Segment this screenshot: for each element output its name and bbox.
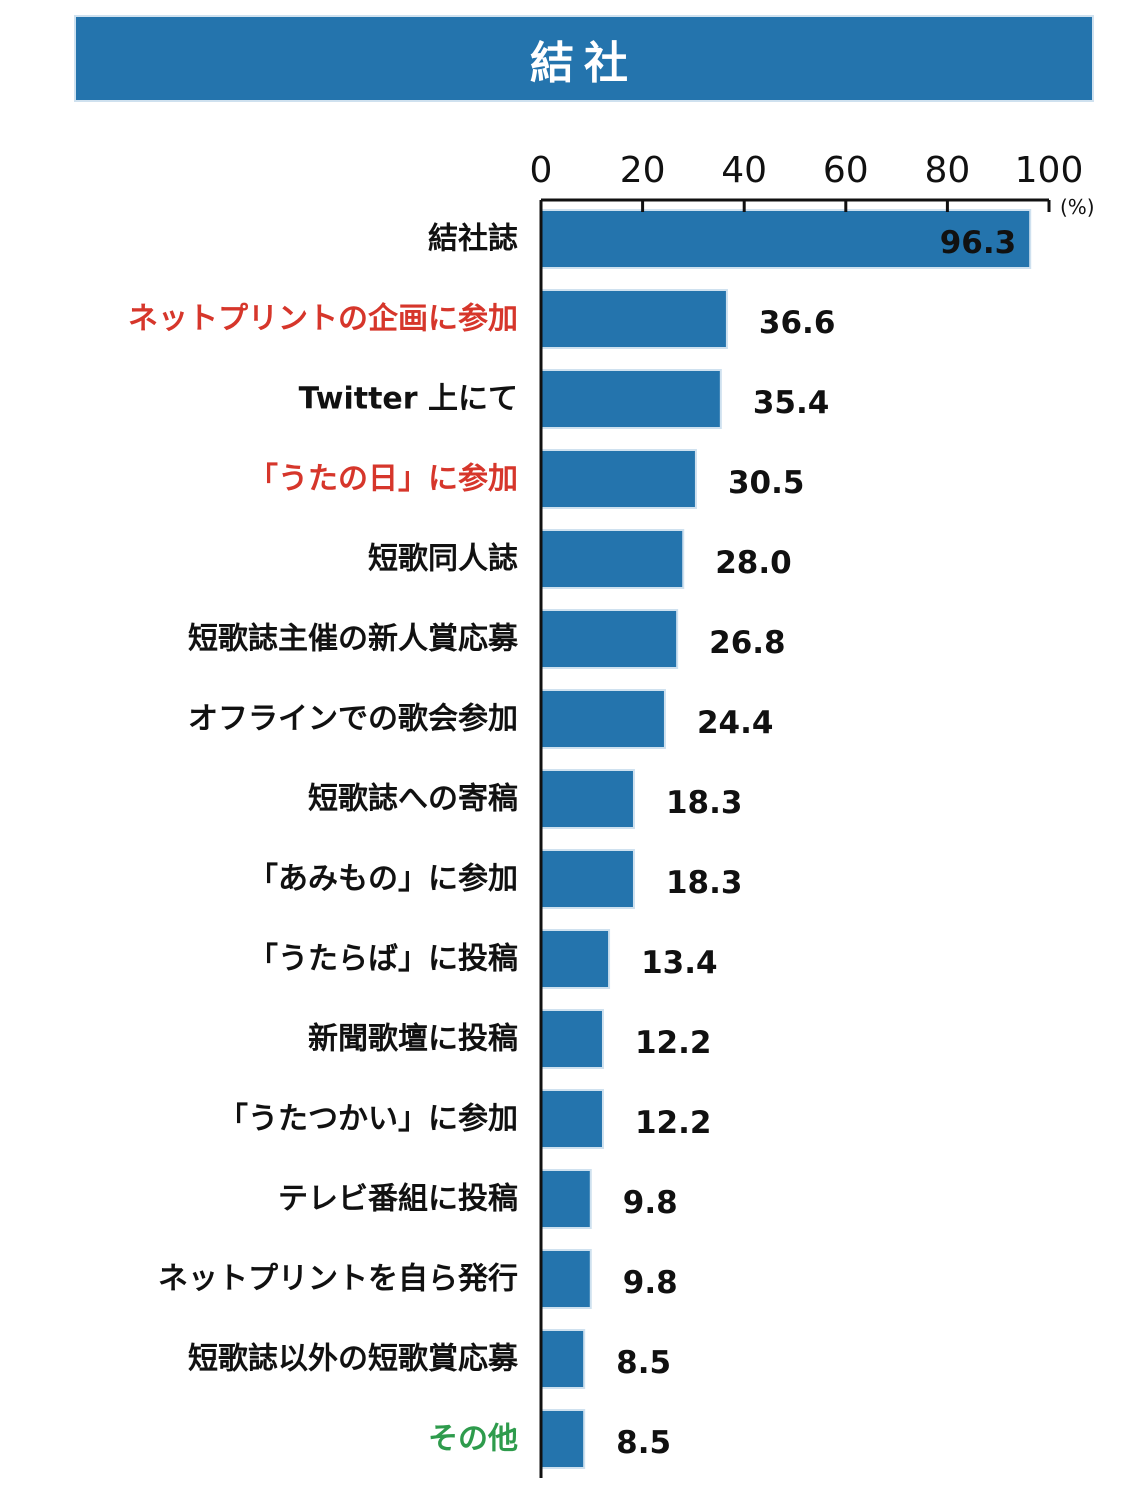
bar <box>540 1249 592 1309</box>
bar <box>540 769 635 829</box>
bar <box>540 209 1032 269</box>
x-tick-label: 60 <box>823 150 869 191</box>
category-label: Twitter 上にて <box>299 382 518 417</box>
category-label: 「うたらば」に投稿 <box>248 942 518 977</box>
bar <box>540 609 679 669</box>
category-label: テレビ番組に投稿 <box>278 1182 518 1217</box>
value-label: 18.3 <box>666 865 743 901</box>
bar <box>540 529 685 589</box>
value-label: 24.4 <box>697 705 774 741</box>
chart-title-banner: 結社 <box>76 17 1092 100</box>
value-label: 30.5 <box>728 465 805 501</box>
value-label: 36.6 <box>759 305 836 341</box>
bar <box>540 929 611 989</box>
category-label: 短歌誌主催の新人賞応募 <box>188 622 519 657</box>
bar <box>540 449 697 509</box>
bar <box>540 689 666 749</box>
value-label: 28.0 <box>715 545 792 581</box>
category-label: ネットプリントを自ら発行 <box>158 1262 518 1297</box>
category-label: 結社誌 <box>428 222 518 257</box>
value-label: 96.3 <box>940 225 1017 261</box>
category-label: 「うたの日」に参加 <box>248 462 518 497</box>
value-label: 35.4 <box>753 385 830 421</box>
bar <box>540 849 635 909</box>
x-tick-label: 80 <box>924 150 970 191</box>
bar <box>540 1009 604 1069</box>
value-label: 9.8 <box>623 1185 678 1221</box>
bar <box>540 1409 586 1469</box>
category-label: その他 <box>428 1422 518 1457</box>
bar <box>540 369 722 429</box>
unit-label: (%) <box>1060 195 1095 219</box>
category-label: 「あみもの」に参加 <box>248 862 518 897</box>
bar <box>540 1089 604 1149</box>
value-label: 9.8 <box>623 1265 678 1301</box>
bar <box>540 1169 592 1229</box>
x-tick-label: 20 <box>620 150 666 191</box>
x-tick-label: 40 <box>721 150 767 191</box>
value-label: 12.2 <box>635 1105 712 1141</box>
value-label: 13.4 <box>641 945 718 981</box>
x-tick-label: 100 <box>1015 150 1084 191</box>
bar <box>540 1329 586 1389</box>
category-label: 短歌誌への寄稿 <box>308 782 518 817</box>
value-label: 8.5 <box>616 1425 671 1461</box>
category-label: 短歌同人誌 <box>368 542 518 577</box>
category-label: 新聞歌壇に投稿 <box>308 1022 518 1057</box>
value-label: 26.8 <box>709 625 786 661</box>
value-label: 8.5 <box>616 1345 671 1381</box>
value-label: 12.2 <box>635 1025 712 1061</box>
value-label: 18.3 <box>666 785 743 821</box>
category-label: 「うたつかい」に参加 <box>218 1102 518 1137</box>
category-label: オフラインでの歌会参加 <box>188 702 518 737</box>
category-label: 短歌誌以外の短歌賞応募 <box>188 1342 519 1377</box>
category-label: ネットプリントの企画に参加 <box>128 302 518 337</box>
bar <box>540 289 728 349</box>
x-tick-label: 0 <box>530 150 553 191</box>
